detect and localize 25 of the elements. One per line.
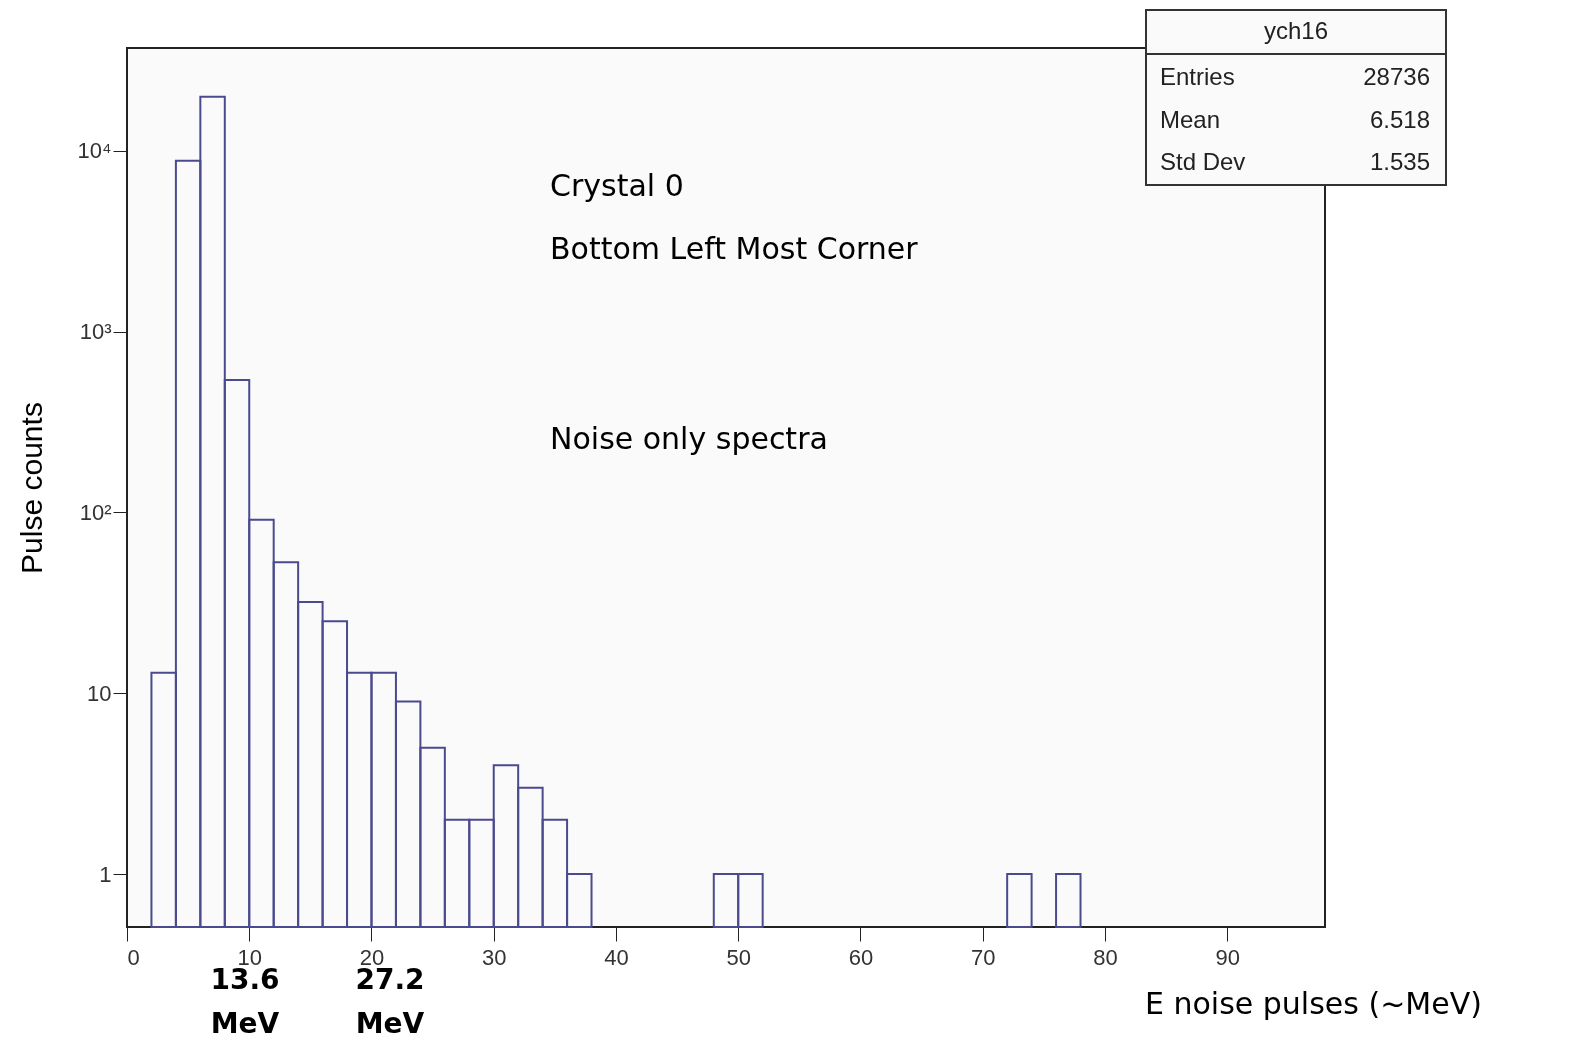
y-axis-title: Pulse counts xyxy=(14,402,48,574)
annotation: Mean xyxy=(1160,106,1221,133)
x-tick-label: 30 xyxy=(481,944,507,970)
x-tick-label: 90 xyxy=(1215,944,1240,970)
annotation: Bottom Left Most Corner xyxy=(550,231,919,266)
x-tick-label: 40 xyxy=(604,944,629,970)
text: 1.535 xyxy=(1369,148,1430,175)
text: ych16 xyxy=(1263,17,1329,44)
annotation: Std Dev xyxy=(1160,148,1246,175)
annotation: Entries xyxy=(1160,63,1235,90)
x-axis-title: E noise pulses (~MeV) xyxy=(1145,986,1482,1021)
y-tick-label: 1 xyxy=(99,861,112,887)
x-tick-label: 80 xyxy=(1093,944,1118,970)
x-tick-label: 50 xyxy=(726,944,751,970)
annotation: Crystal 0 xyxy=(550,168,684,203)
y-tick-label: 10² xyxy=(79,499,112,525)
annotation: Noise only spectra xyxy=(550,421,828,456)
y-tick-label: 10³ xyxy=(79,319,112,345)
y-tick-label: 10 xyxy=(87,680,112,706)
text: 6.518 xyxy=(1369,106,1430,133)
x-tick-label: 70 xyxy=(970,944,996,970)
x-tick-label: 0 xyxy=(127,944,140,970)
x-tick-label: 60 xyxy=(848,944,874,970)
y-tick-label: 10⁴ xyxy=(77,138,112,164)
text: 28736 xyxy=(1363,63,1430,90)
